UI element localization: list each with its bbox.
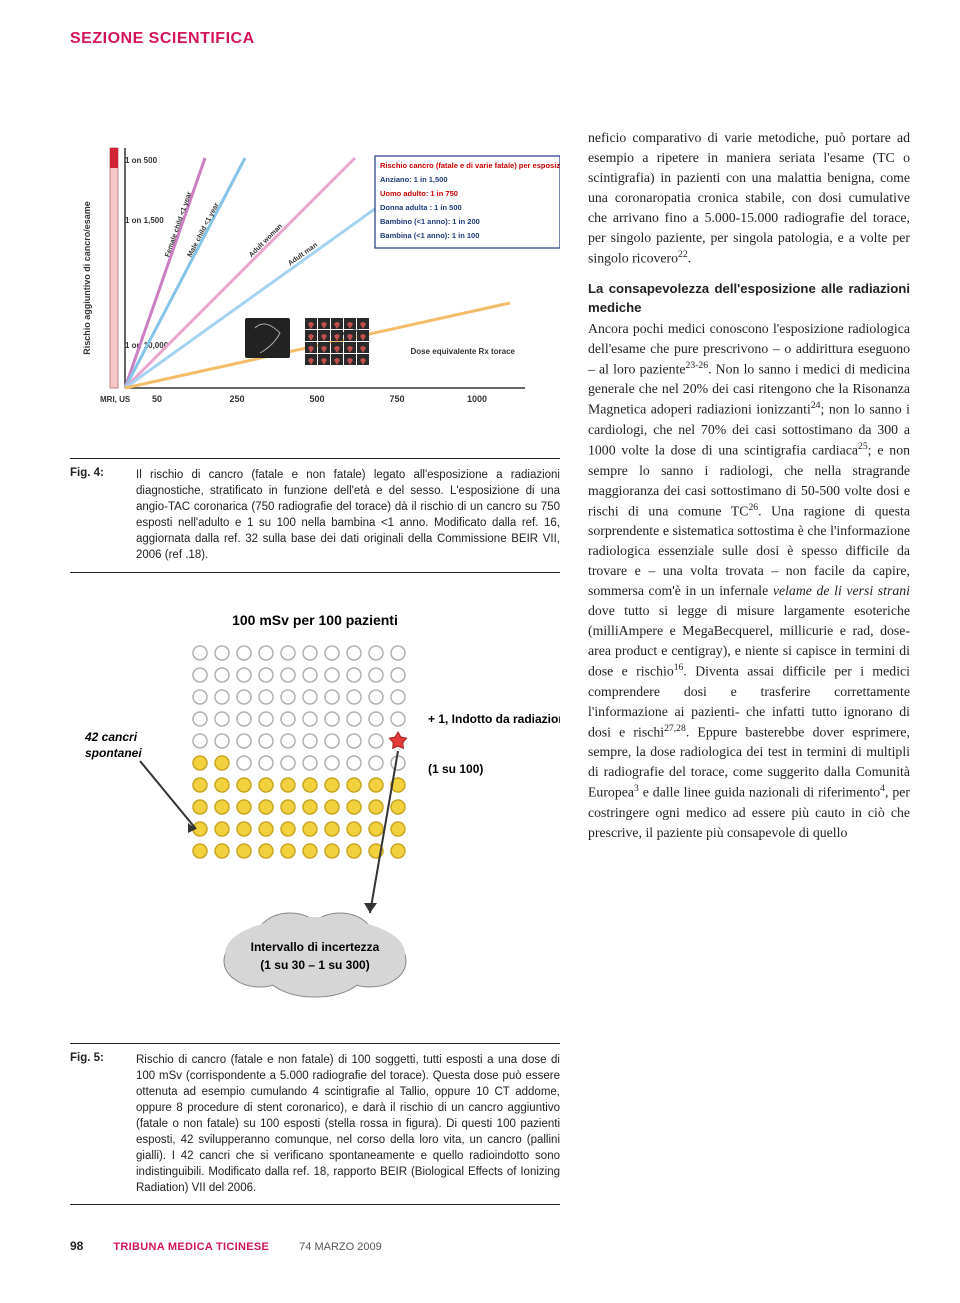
svg-text:Male child <1 year: Male child <1 year: [187, 202, 221, 259]
svg-text:500: 500: [309, 394, 324, 404]
italic-quote: velame de li versi strani: [773, 583, 910, 598]
svg-text:100 mSv per 100 pazienti: 100 mSv per 100 pazienti: [232, 612, 398, 628]
svg-text:(1 su 100): (1 su 100): [428, 762, 483, 776]
section-header: SEZIONE SCIENTIFICA: [70, 30, 910, 48]
svg-text:+ 1, Indotto da radiazioni: + 1, Indotto da radiazioni: [428, 712, 560, 726]
sup-22: 22: [678, 249, 688, 260]
svg-text:Adult woman: Adult woman: [248, 223, 284, 259]
svg-text:1 on 1,500: 1 on 1,500: [125, 216, 164, 225]
footer-journal-title: TRIBUNA MEDICA TICINESE: [113, 1241, 269, 1253]
para1-text: neficio comparativo di varie metodiche, …: [588, 130, 910, 266]
svg-text:Uomo adulto: 1 in 750: Uomo adulto: 1 in 750: [380, 189, 458, 198]
svg-text:Bambino (<1 anno): 1 in 200: Bambino (<1 anno): 1 in 200: [380, 217, 480, 226]
svg-text:Donna adulta : 1 in 500: Donna adulta : 1 in 500: [380, 203, 462, 212]
sup-27-28: 27,28: [664, 723, 686, 734]
figure-5-caption: Rischio di cancro (fatale e non fatale) …: [136, 1052, 560, 1197]
svg-text:Rischio aggiuntivo di cancro/e: Rischio aggiuntivo di cancro/esame: [82, 201, 92, 355]
figure-4: Rischio aggiuntivo di cancro/esame 1 on 5…: [70, 128, 560, 573]
footer-issue: 74 MARZO 2009: [299, 1241, 382, 1253]
svg-text:1 on 500: 1 on 500: [125, 156, 158, 165]
figure-4-caption: Il rischio di cancro (fatale e non fatal…: [136, 467, 560, 564]
svg-text:Rischio cancro (fatale e di va: Rischio cancro (fatale e di varie fatale…: [380, 161, 560, 170]
sup-26: 26: [748, 502, 758, 513]
paragraph-2: Ancora pochi medici conoscono l'esposizi…: [588, 319, 910, 843]
figure-5-chart: 100 mSv per 100 pazienti 42 cancri spontan…: [70, 603, 560, 1033]
svg-text:50: 50: [152, 394, 162, 404]
svg-text:42 cancri: 42 cancri: [84, 730, 138, 744]
figures-column: Rischio aggiuntivo di cancro/esame 1 on 5…: [70, 128, 560, 1235]
svg-text:750: 750: [389, 394, 404, 404]
page-footer: 98 TRIBUNA MEDICA TICINESE 74 MARZO 2009: [0, 1239, 960, 1253]
sup-23-26: 23-26: [686, 360, 709, 371]
svg-text:Bambina (<1 anno): 1 in 100: Bambina (<1 anno): 1 in 100: [380, 231, 479, 240]
sup-16: 16: [674, 662, 684, 673]
paragraph-1: neficio comparativo di varie metodiche, …: [588, 128, 910, 269]
figure-4-chart: Rischio aggiuntivo di cancro/esame 1 on 5…: [70, 128, 560, 448]
sup-25: 25: [858, 441, 868, 452]
page-number: 98: [70, 1239, 83, 1253]
svg-text:250: 250: [229, 394, 244, 404]
svg-text:Dose equivalente Rx torace: Dose equivalente Rx torace: [411, 347, 516, 356]
svg-text:spontanei: spontanei: [85, 746, 142, 760]
svg-text:(1 su 30 – 1 su 300): (1 su 30 – 1 su 300): [260, 958, 369, 972]
svg-text:Adult man: Adult man: [287, 242, 319, 268]
figure-5-label: Fig. 5:: [70, 1052, 122, 1197]
svg-text:1000: 1000: [467, 394, 487, 404]
svg-text:Anziano: 1 in 1,500: Anziano: 1 in 1,500: [380, 175, 448, 184]
svg-text:Female child <1 year: Female child <1 year: [164, 191, 193, 258]
svg-text:MRI, US: MRI, US: [100, 395, 131, 404]
subheading: La consapevolezza dell'esposizione alle …: [588, 279, 910, 317]
figure-4-label: Fig. 4:: [70, 467, 122, 564]
text-column: neficio comparativo di varie metodiche, …: [588, 128, 910, 1235]
figure-5: 100 mSv per 100 pazienti 42 cancri spontan…: [70, 603, 560, 1206]
svg-text:Intervallo di incertezza: Intervallo di incertezza: [251, 940, 380, 954]
